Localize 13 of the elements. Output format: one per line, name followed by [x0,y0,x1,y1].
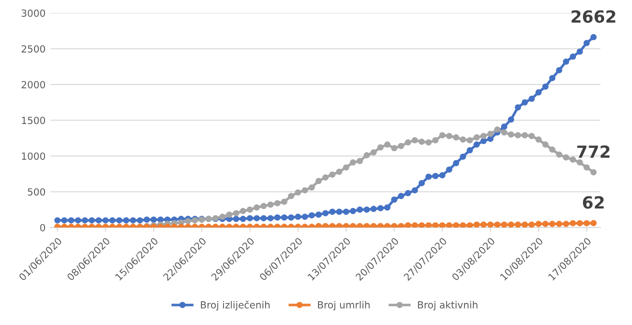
data-label: 2662 [572,10,616,23]
data-label: 62 [582,196,604,209]
y-tick-label: 0 [40,224,46,232]
y-tick-label: 1000 [22,152,46,160]
y-tick-label: 1500 [22,116,46,124]
legend-label: Broj aktivnih [418,300,478,310]
y-tick-label: 3000 [22,9,46,17]
data-label: 772 [577,145,610,158]
y-tick-label: 500 [28,188,46,196]
y-tick-label: 2000 [22,80,46,88]
legend-label: Broj umrlih [318,300,370,310]
y-tick-label: 2500 [22,45,46,53]
legend-label: Broj izliječenih [200,300,270,310]
